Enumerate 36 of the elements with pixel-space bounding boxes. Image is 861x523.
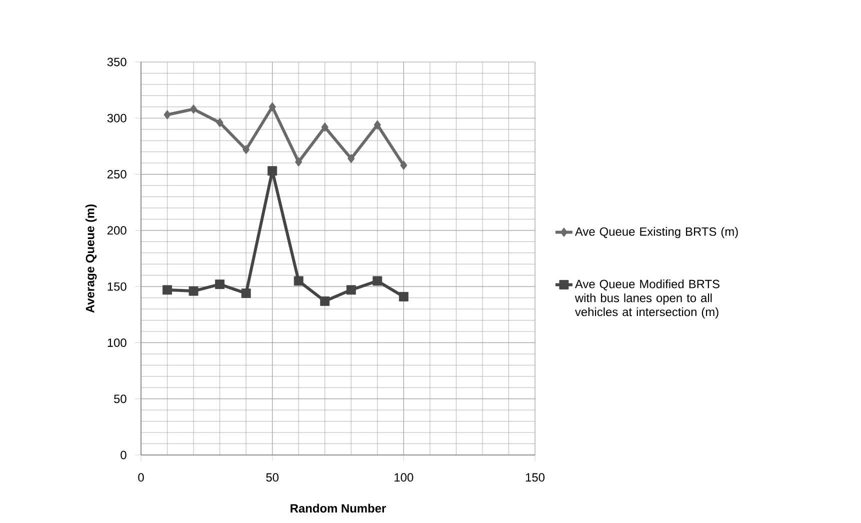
- point: [294, 276, 304, 286]
- x-tick-label: 100: [394, 473, 414, 482]
- point: [372, 276, 382, 286]
- point: [348, 154, 355, 164]
- point: [268, 102, 276, 112]
- point: [320, 296, 330, 306]
- y-tick-label: 0: [120, 450, 126, 460]
- x-axis-title: Random Number: [290, 504, 386, 513]
- x-tick-label: 50: [266, 473, 279, 482]
- y-tick-label: 50: [114, 394, 126, 404]
- y-tick-label: 200: [107, 226, 126, 235]
- y-axis-title: Average Queue (m): [86, 204, 97, 313]
- point: [294, 157, 302, 167]
- point: [190, 104, 198, 114]
- y-tick-label: 250: [107, 170, 126, 178]
- point: [162, 285, 172, 295]
- y-tick-label: 300: [107, 114, 126, 122]
- point: [321, 122, 328, 132]
- point: [241, 288, 251, 298]
- point: [400, 160, 408, 170]
- y-tick-label: 150: [108, 282, 126, 291]
- point: [188, 286, 198, 296]
- point: [346, 285, 356, 295]
- point: [216, 118, 224, 128]
- point: [398, 292, 408, 302]
- legend-label: Ave Queue Modified BRTS with bus lanes open to all vehicles at intersection (m): [574, 279, 720, 319]
- point: [164, 110, 171, 120]
- y-tick-label: 350: [107, 58, 126, 66]
- point: [215, 280, 225, 290]
- point: [268, 166, 278, 176]
- x-tick-label: 0: [138, 473, 144, 482]
- y-tick-label: 100: [108, 338, 126, 347]
- point: [374, 120, 382, 130]
- x-tick-label: 150: [526, 473, 545, 482]
- point: [242, 144, 250, 154]
- legend-label: Ave Queue Existing BRTS (m): [574, 227, 738, 238]
